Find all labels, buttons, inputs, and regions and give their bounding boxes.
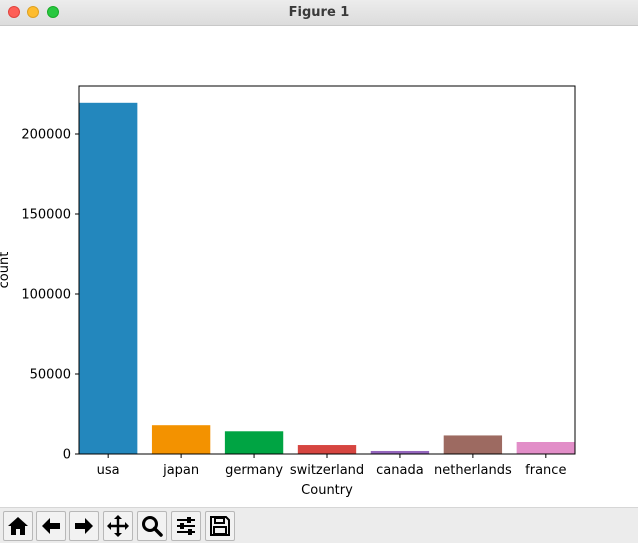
- y-tick-label: 200000: [21, 128, 71, 143]
- figure-canvas[interactable]: usa japan germany switzerland canada netherla…: [0, 27, 638, 507]
- bar-netherlands: [443, 435, 503, 454]
- floppy-disk-icon: [210, 516, 230, 536]
- x-tick-label: germany: [225, 463, 283, 478]
- bar-canada: [370, 450, 430, 454]
- minimize-window-button[interactable]: [27, 6, 39, 18]
- axes-frame: [78, 85, 576, 455]
- save-button[interactable]: [205, 511, 235, 541]
- x-tick-label: france: [525, 463, 566, 478]
- bar-france: [516, 442, 575, 454]
- bar-chart: usa japan germany switzerland canada netherla…: [0, 85, 576, 498]
- arrow-left-icon: [42, 518, 60, 534]
- pan-button[interactable]: [103, 511, 133, 541]
- configure-subplots-button[interactable]: [171, 511, 201, 541]
- y-tick-label: 0: [63, 448, 71, 463]
- bar-switzerland: [297, 445, 357, 454]
- x-axis-label: Country: [301, 483, 353, 498]
- bars-group: [79, 102, 575, 455]
- sliders-icon: [177, 517, 195, 535]
- close-window-button[interactable]: [8, 6, 20, 18]
- navigation-toolbar: [0, 507, 638, 543]
- bar-japan: [151, 425, 211, 454]
- y-axis-label: count: [0, 252, 12, 289]
- x-tick-label: switzerland: [290, 463, 364, 478]
- maximize-window-button[interactable]: [47, 6, 59, 18]
- x-tick-label: japan: [162, 463, 199, 478]
- zoom-button[interactable]: [137, 511, 167, 541]
- move-icon: [107, 515, 129, 537]
- home-button[interactable]: [3, 511, 33, 541]
- x-ticks: usa japan germany switzerland canada netherla…: [97, 454, 566, 478]
- bar-germany: [224, 431, 284, 454]
- x-tick-label: canada: [376, 463, 424, 478]
- bar-usa: [79, 102, 138, 455]
- home-icon: [8, 517, 28, 535]
- y-tick-label: 150000: [21, 208, 71, 223]
- y-tick-label: 50000: [30, 368, 71, 383]
- x-tick-label: usa: [97, 463, 120, 478]
- arrow-right-icon: [75, 518, 93, 534]
- window-title: Figure 1: [288, 5, 350, 20]
- x-tick-label: netherlands: [434, 463, 512, 478]
- y-tick-label: 100000: [21, 288, 71, 303]
- forward-button[interactable]: [69, 511, 99, 541]
- window-titlebar: Figure 1: [0, 0, 638, 26]
- y-ticks: 0 50000 100000 150000 200000: [21, 128, 79, 463]
- magnifier-icon: [142, 516, 163, 537]
- back-button[interactable]: [36, 511, 66, 541]
